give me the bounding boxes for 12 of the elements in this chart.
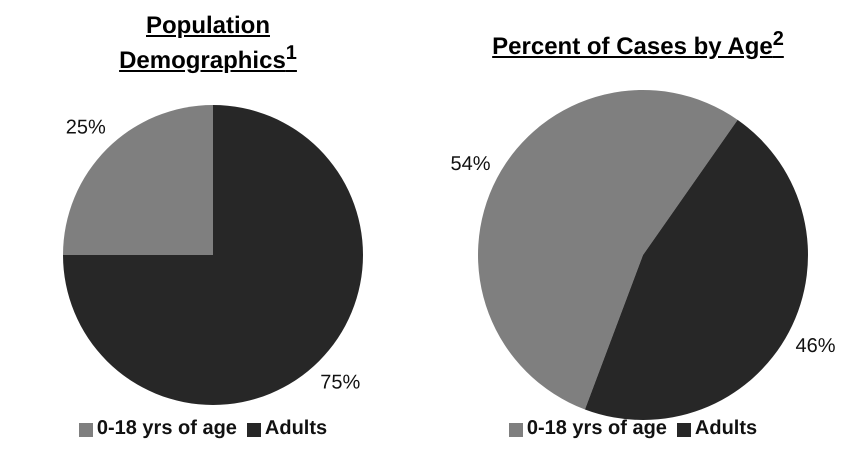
pie-slice <box>63 105 363 405</box>
legend-label: Adults <box>694 417 758 439</box>
data-label: 75% <box>320 371 361 394</box>
legend-label: Adults <box>264 417 328 439</box>
legend-label: 0-18 yrs of age <box>96 417 237 439</box>
data-label: 25% <box>66 116 106 139</box>
chart-title: Population Demographics$^{1}$ <box>118 12 298 76</box>
data-label: 54% <box>450 153 491 176</box>
chart-title: Percent of Cases by Age$^{2}$ <box>492 26 784 62</box>
pie-slice <box>63 105 213 255</box>
data-label: 46% <box>795 334 836 357</box>
legend-label: 0-18 yrs of age <box>526 417 667 439</box>
